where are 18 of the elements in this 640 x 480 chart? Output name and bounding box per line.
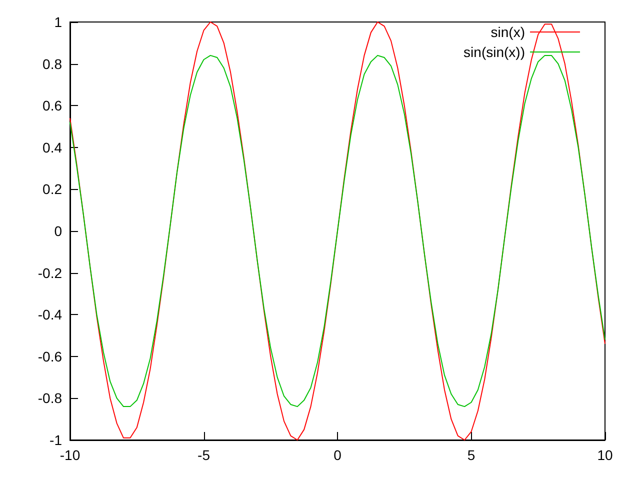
x-tick-label: 0	[334, 447, 342, 463]
y-tick-label: -0.2	[38, 264, 62, 281]
x-tick-label: -5	[198, 447, 210, 463]
x-tick-label: 10	[597, 447, 613, 463]
y-tick-label: 0.2	[42, 181, 62, 198]
y-tick-label: 0.8	[42, 56, 62, 72]
y-tick-label: 0.6	[42, 98, 62, 114]
y-tick-label: -0.8	[38, 390, 62, 406]
x-tick-label: 5	[467, 447, 476, 463]
y-tick-label: -0.6	[38, 348, 62, 364]
legend-label: sin(x)	[490, 24, 525, 40]
x-tick-label: -10	[60, 447, 80, 463]
y-tick-label: -0.4	[38, 306, 62, 323]
y-tick-label: 0.4	[42, 139, 62, 156]
y-tick-label: 0	[54, 223, 62, 239]
legend-label: sin(sin(x))	[464, 44, 525, 60]
y-tick-label: -1	[50, 432, 62, 448]
y-tick-label: 1	[54, 14, 62, 30]
